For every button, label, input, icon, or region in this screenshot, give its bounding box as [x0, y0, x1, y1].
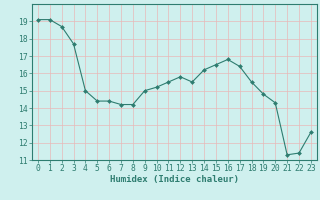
X-axis label: Humidex (Indice chaleur): Humidex (Indice chaleur)	[110, 175, 239, 184]
